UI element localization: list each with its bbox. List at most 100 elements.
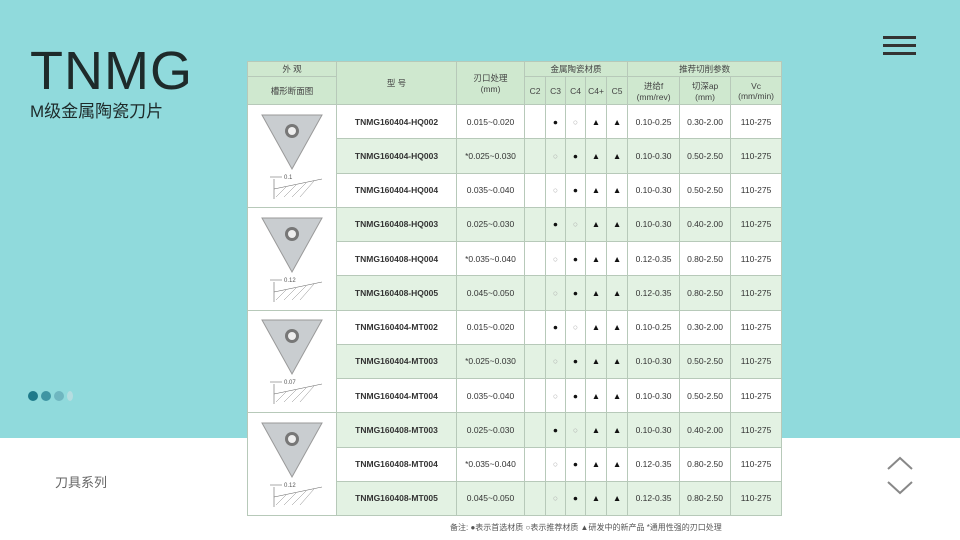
feed-cell: 0.10-0.25: [627, 309, 681, 345]
grade-mark: [524, 480, 546, 517]
depth-cell: 0.40-2.00: [679, 206, 732, 243]
grade-mark: ▲: [605, 309, 629, 345]
scroll-arrows[interactable]: [886, 455, 914, 497]
depth-cell: 0.50-2.50: [679, 138, 732, 174]
grade-mark: ●: [565, 480, 586, 517]
grade-mark: ▲: [585, 172, 607, 208]
grade-mark: ●: [545, 309, 566, 345]
edge-cell: *0.025~0.030: [456, 343, 525, 380]
edge-cell: 0.045~0.050: [456, 480, 525, 517]
edge-cell: 0.015~0.020: [456, 309, 525, 345]
dot[interactable]: [54, 391, 64, 401]
page-title: TNMG: [30, 41, 193, 101]
grade-mark: ▲: [585, 446, 607, 482]
feed-cell: 0.10-0.30: [627, 343, 681, 380]
edge-cell: *0.035~0.040: [456, 240, 525, 277]
grade-mark: ●: [565, 343, 586, 380]
grade-mark: ○: [545, 240, 566, 277]
grade-mark: [524, 206, 546, 243]
edge-cell: 0.025~0.030: [456, 412, 525, 448]
grade-mark: ●: [565, 172, 586, 208]
grade-mark: ▲: [605, 480, 629, 517]
grade-mark: ▲: [585, 343, 607, 380]
model-header: 型 号: [336, 61, 457, 105]
grade-mark: [524, 103, 546, 140]
model-cell: TNMG160404-MT003: [336, 343, 457, 380]
grade-mark: ●: [545, 412, 566, 448]
grade-mark: ▲: [585, 138, 607, 174]
feed-header: 进给f (mm/rev): [627, 76, 681, 105]
dimension-label: 0.12: [284, 278, 296, 284]
params-header: 推荐切削参数: [627, 61, 783, 77]
edge-cell: 0.045~0.050: [456, 275, 525, 311]
vc-cell: 110-275: [730, 309, 783, 345]
depth-cell: 0.80-2.50: [679, 240, 732, 277]
grade-mark: ●: [545, 206, 566, 243]
vc-cell: 110-275: [730, 240, 783, 277]
grade-mark: [524, 343, 546, 380]
depth-cell: 0.40-2.00: [679, 412, 732, 448]
table-row: 0.07 TNMG160404-MT002 0.015~0.020 ● ○ ▲ ▲ 0.10-…: [247, 309, 783, 414]
grade-mark: ▲: [585, 275, 607, 311]
table-row: TNMG160404-HQ004 0.035~0.040 ○ ● ▲ ▲ 0.10-0.30…: [248, 172, 783, 208]
feed-cell: 0.10-0.30: [627, 206, 681, 243]
model-cell: TNMG160408-HQ003: [336, 206, 457, 243]
vc-cell: 110-275: [730, 480, 783, 517]
section-header: 槽形断面图: [247, 76, 337, 105]
page-subtitle: M级金属陶瓷刀片: [30, 102, 164, 121]
table-row: TNMG160404-MT003 *0.025~0.030 ○ ● ▲ ▲ 0.10-0.3…: [248, 343, 783, 380]
model-cell: TNMG160408-HQ005: [336, 275, 457, 311]
table-row: 0.1 TNMG160404-HQ002 0.015~0.020 ● ○ ▲ ▲ 0.10-0…: [247, 103, 783, 208]
grade-mark: [524, 309, 546, 345]
grade-col: C5: [605, 76, 629, 105]
vc-cell: 110-275: [730, 206, 783, 243]
dot[interactable]: [67, 391, 73, 401]
grade-mark: ○: [565, 103, 586, 140]
grade-mark: [524, 412, 546, 448]
insert-cell: 0.1: [247, 104, 337, 208]
dot[interactable]: [41, 391, 51, 401]
depth-cell: 0.50-2.50: [679, 377, 732, 414]
vc-cell: 110-275: [730, 172, 783, 208]
dimension-label: 0.1: [284, 175, 293, 181]
grade-mark: ▲: [605, 412, 629, 448]
chevron-up-icon: [887, 456, 913, 470]
grade-mark: ○: [565, 412, 586, 448]
dot[interactable]: [28, 391, 38, 401]
dimension-label: 0.12: [284, 483, 296, 489]
feed-cell: 0.12-0.35: [627, 446, 681, 482]
feed-cell: 0.12-0.35: [627, 275, 681, 311]
vc-cell: 110-275: [730, 446, 783, 482]
appearance-header: 外 观: [247, 61, 337, 77]
menu-icon[interactable]: [883, 36, 916, 56]
grade-mark: [524, 446, 546, 482]
insert-image: 0.12: [261, 217, 323, 302]
grade-mark: ▲: [605, 103, 629, 140]
grade-mark: ▲: [605, 377, 629, 414]
insert-image: 0.07: [261, 319, 323, 405]
edge-cell: 0.025~0.030: [456, 206, 525, 243]
edge-cell: *0.025~0.030: [456, 138, 525, 174]
insert-cell: 0.07: [247, 309, 337, 414]
pagination-dots[interactable]: [28, 391, 73, 401]
table-row: TNMG160408-HQ005 0.045~0.050 ○ ● ▲ ▲ 0.12-0.35…: [248, 275, 783, 311]
grade-mark: ▲: [585, 206, 607, 243]
grade-mark: ○: [565, 309, 586, 345]
vc-cell: 110-275: [730, 377, 783, 414]
grade-mark: ●: [565, 446, 586, 482]
feed-cell: 0.10-0.25: [627, 103, 681, 140]
insert-image: 0.12: [261, 422, 323, 508]
insert-image: 0.1: [261, 114, 323, 199]
grade-mark: ▲: [585, 480, 607, 517]
grade-mark: ▲: [585, 240, 607, 277]
product-table: 外 观 型 号 刃口处理 (mm) 金属陶瓷材质 推荐切削参数 槽形断面图 C2 …: [247, 61, 783, 517]
vc-cell: 110-275: [730, 138, 783, 174]
edge-header: 刃口处理 (mm): [456, 61, 525, 105]
grade-mark: ●: [565, 138, 586, 174]
model-cell: TNMG160408-MT004: [336, 446, 457, 482]
grade-mark: ▲: [585, 103, 607, 140]
grade-mark: ▲: [605, 206, 629, 243]
model-cell: TNMG160408-MT005: [336, 480, 457, 517]
feed-cell: 0.10-0.30: [627, 138, 681, 174]
grade-mark: ▲: [605, 172, 629, 208]
